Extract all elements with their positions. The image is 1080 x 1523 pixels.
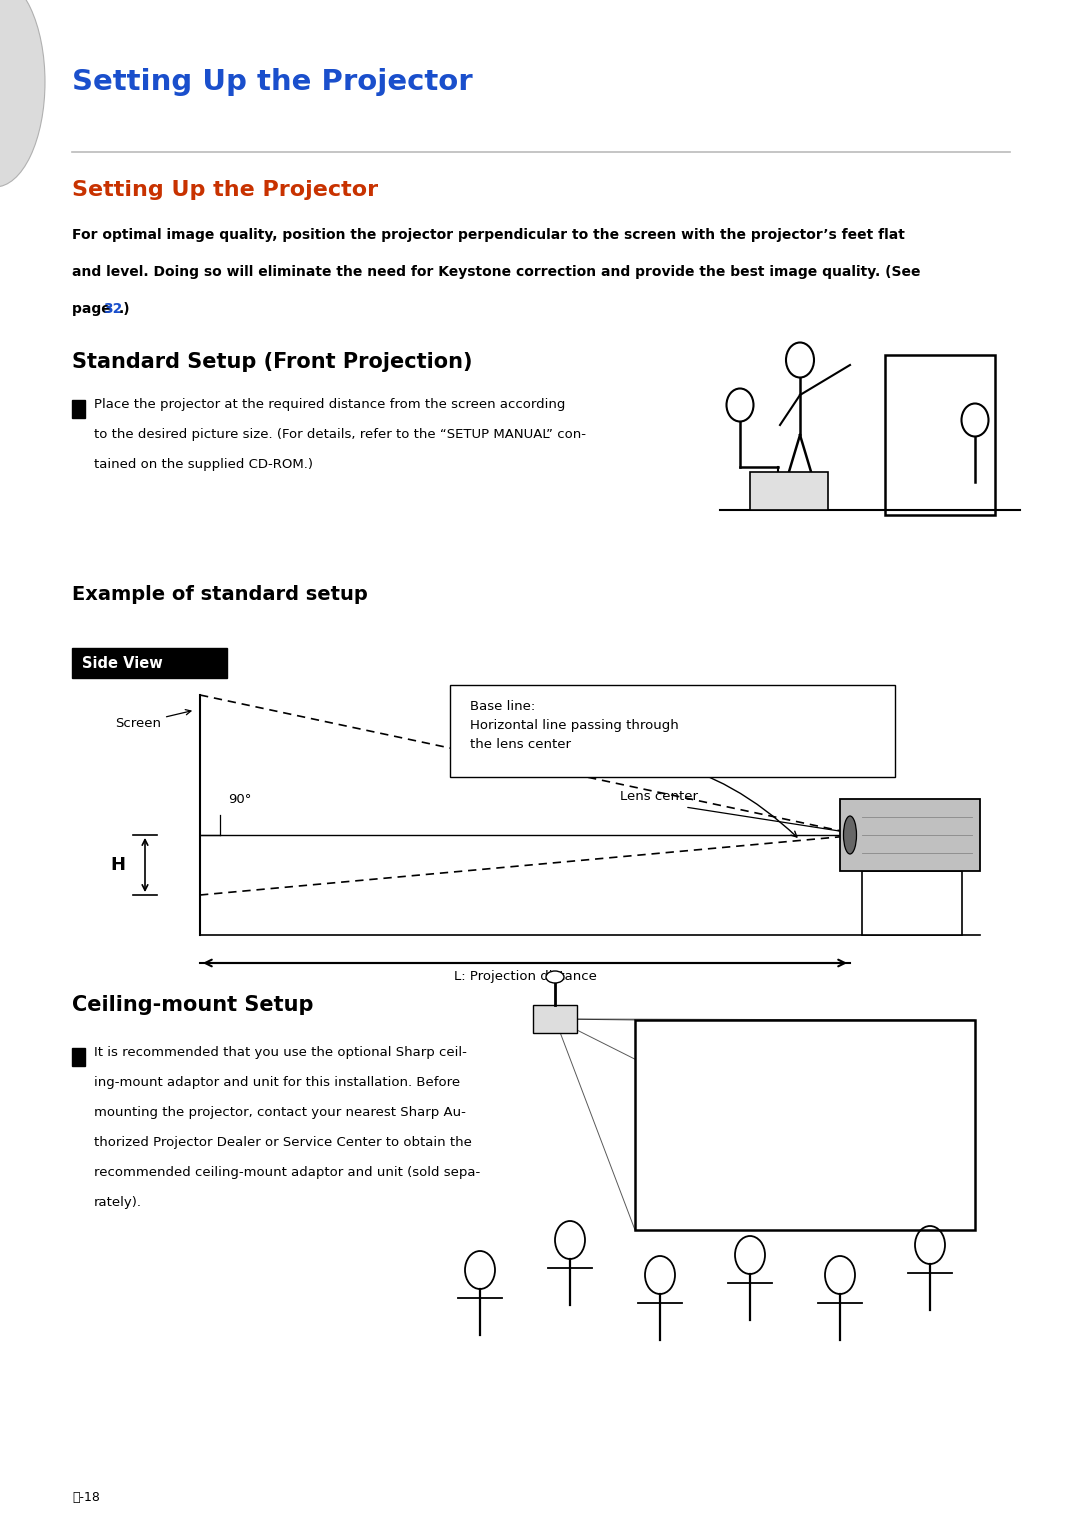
Text: Place the projector at the required distance from the screen according: Place the projector at the required dist… [94,398,565,411]
Text: Example of standard setup: Example of standard setup [72,585,368,605]
Bar [862,871,962,935]
Text: thorized Projector Dealer or Service Center to obtain the: thorized Projector Dealer or Service Cen… [94,1136,472,1148]
Bar [885,355,995,515]
Bar [840,800,980,871]
Text: tained on the supplied CD-ROM.): tained on the supplied CD-ROM.) [94,458,313,471]
Text: L: Projection distance: L: Projection distance [454,970,596,982]
Text: For optimal image quality, position the projector perpendicular to the screen wi: For optimal image quality, position the … [72,228,905,242]
Text: Setting Up the Projector: Setting Up the Projector [72,180,378,200]
Text: Lens center: Lens center [620,790,698,803]
Ellipse shape [546,972,564,982]
Text: It is recommended that you use the optional Sharp ceil-: It is recommended that you use the optio… [94,1046,467,1058]
Text: recommended ceiling-mount adaptor and unit (sold sepa-: recommended ceiling-mount adaptor and un… [94,1167,481,1179]
Text: 32: 32 [103,302,122,315]
Text: Ⓐ-18: Ⓐ-18 [72,1491,99,1505]
Text: ing-mount adaptor and unit for this installation. Before: ing-mount adaptor and unit for this inst… [94,1077,460,1089]
Bar [72,647,227,678]
FancyBboxPatch shape [450,685,895,777]
Text: mounting the projector, contact your nearest Sharp Au-: mounting the projector, contact your nea… [94,1106,465,1119]
Text: Screen: Screen [114,710,191,730]
Text: Ceiling-mount Setup: Ceiling-mount Setup [72,995,313,1014]
Bar [72,401,85,417]
Text: Setting Up the Projector: Setting Up the Projector [72,69,473,96]
Text: .): .) [119,302,131,315]
Text: rately).: rately). [94,1196,141,1209]
Text: page: page [72,302,116,315]
Bar [534,1005,577,1033]
Text: and level. Doing so will eliminate the need for Keystone correction and provide : and level. Doing so will eliminate the n… [72,265,920,279]
Text: H: H [110,856,125,874]
Text: to the desired picture size. (For details, refer to the “SETUP MANUAL” con-: to the desired picture size. (For detail… [94,428,586,442]
Ellipse shape [0,0,45,187]
Bar [750,472,828,510]
Text: Side View: Side View [82,655,163,670]
Text: 90°: 90° [228,793,252,806]
Text: Standard Setup (Front Projection): Standard Setup (Front Projection) [72,352,473,372]
Bar [635,1020,975,1231]
Text: Base line:
Horizontal line passing through
the lens center: Base line: Horizontal line passing throu… [470,701,678,751]
Ellipse shape [843,816,856,854]
Bar [72,1048,85,1066]
